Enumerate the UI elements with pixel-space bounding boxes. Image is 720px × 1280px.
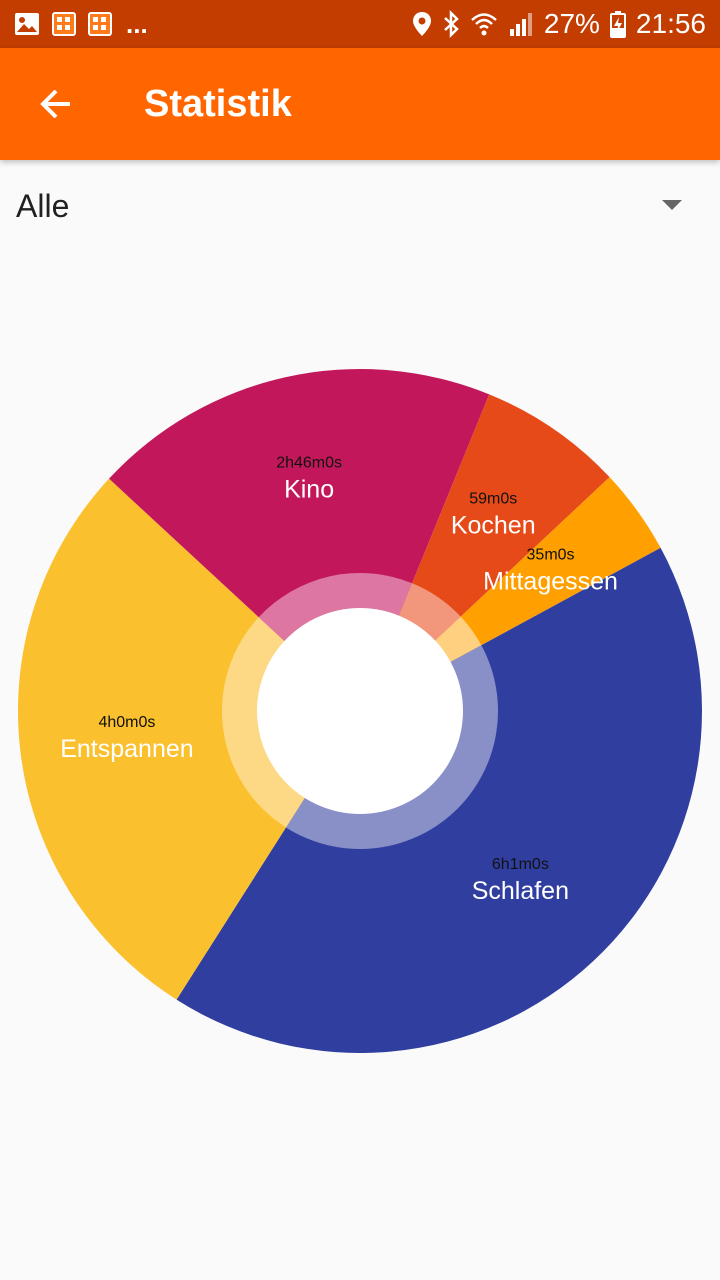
dropdown-arrow-icon xyxy=(662,200,682,210)
arrow-back-icon xyxy=(40,89,70,119)
filter-selected-value: Alle xyxy=(16,187,70,224)
filter-dropdown[interactable]: Alle xyxy=(0,168,720,244)
slice-time-label: 59m0s xyxy=(469,490,517,507)
slice-time-label: 35m0s xyxy=(527,546,575,563)
slice-entspannen[interactable] xyxy=(17,478,360,1000)
slice-name-label: Schlafen xyxy=(472,877,569,905)
more-notifications: ... xyxy=(126,9,148,39)
location-icon xyxy=(412,12,431,36)
signal-icon xyxy=(509,13,532,36)
bluetooth-icon xyxy=(444,10,459,38)
notification-icons: ... xyxy=(14,11,148,37)
system-icons: 27% 21:56 xyxy=(412,8,706,40)
back-button[interactable] xyxy=(0,48,112,160)
status-bar: ... 27% 21:56 xyxy=(0,0,720,48)
slice-name-label: Kino xyxy=(284,476,334,504)
slice-name-label: Entspannen xyxy=(60,735,193,763)
app-bar: Statistik xyxy=(0,48,720,160)
gallery-icon xyxy=(15,13,39,35)
battery-percent: 27% xyxy=(543,8,600,39)
slice-name-label: Kochen xyxy=(451,511,536,539)
wifi-icon xyxy=(471,13,497,36)
page-title: Statistik xyxy=(144,82,292,125)
slice-time-label: 6h1m0s xyxy=(492,856,549,873)
slice-name-label: Mittagessen xyxy=(483,567,618,595)
statistics-donut-chart: 6h1m0s Schlafen 4h0m0s Entspannen 2h46m0s Kin… xyxy=(17,369,703,1053)
slice-time-label: 2h46m0s xyxy=(276,455,342,472)
slice-time-label: 4h0m0s xyxy=(98,714,155,731)
app-notification-icon xyxy=(52,12,76,36)
clock: 21:56 xyxy=(635,8,706,39)
donut-hole xyxy=(257,608,463,814)
app-notification-icon xyxy=(88,12,112,36)
battery-charging-icon xyxy=(609,11,626,38)
